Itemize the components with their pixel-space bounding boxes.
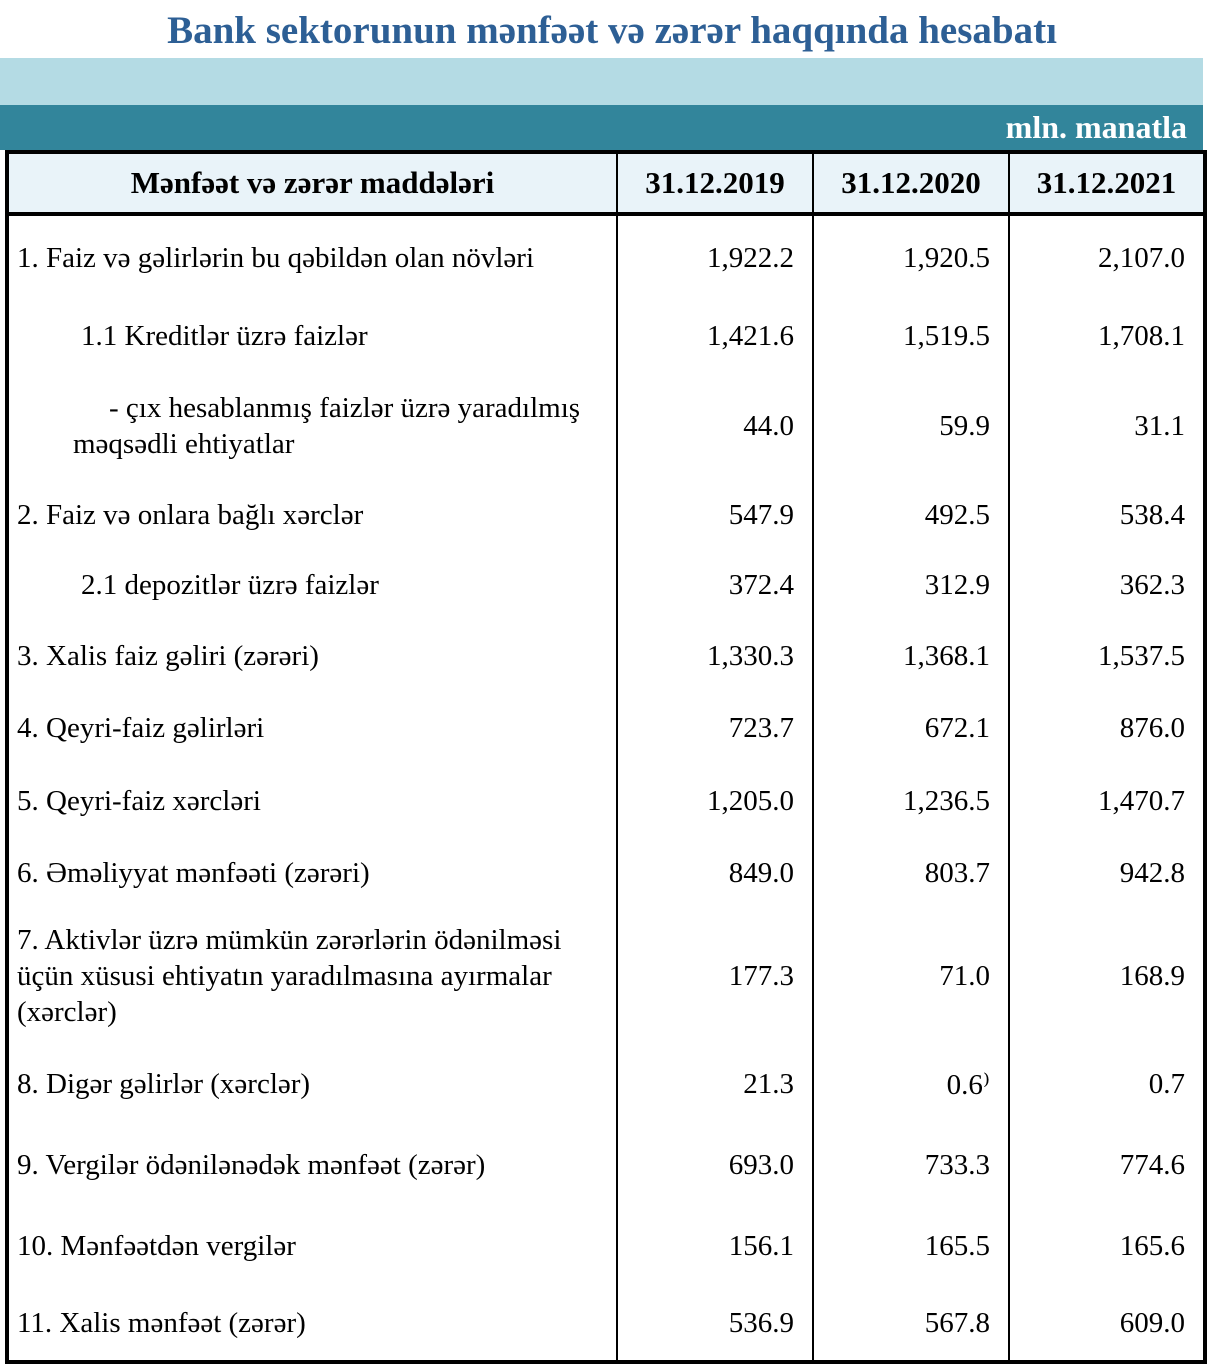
row-value: 1,922.2 xyxy=(616,214,813,300)
row-value: 156.1 xyxy=(616,1206,813,1286)
table-row: 6. Əməliyyat mənfəəti (zərəri) 849.0 803… xyxy=(7,838,1205,908)
unit-band: mln. manatla xyxy=(0,105,1203,150)
row-label: 3. Xalis faiz gəliri (zərəri) xyxy=(7,620,617,692)
decorative-band xyxy=(0,58,1203,105)
table-row: 1. Faiz və gəlirlərin bu qəbildən olan n… xyxy=(7,214,1205,300)
column-header-2021: 31.12.2021 xyxy=(1008,152,1205,216)
row-value: 31.1 xyxy=(1008,372,1205,480)
page-title: Bank sektorunun mənfəət və zərər haqqınd… xyxy=(167,9,1057,52)
row-label: 1. Faiz və gəlirlərin bu qəbildən olan n… xyxy=(7,214,617,300)
table-row: 9. Vergilər ödənilənədək mənfəət (zərər)… xyxy=(7,1124,1205,1206)
row-value: 21.3 xyxy=(616,1044,813,1124)
row-label: 2.1 depozitlər üzrə faizlər xyxy=(7,550,617,620)
row-value: 362.3 xyxy=(1008,550,1205,620)
row-value: 1,920.5 xyxy=(812,214,1009,300)
row-value: 1,470.7 xyxy=(1008,765,1205,838)
row-value: 1,519.5 xyxy=(812,300,1009,372)
row-label: 11. Xalis mənfəət (zərər) xyxy=(7,1286,617,1362)
unit-label: mln. manatla xyxy=(1005,109,1187,145)
table-row: 1.1 Kreditlər üzrə faizlər 1,421.6 1,519… xyxy=(7,300,1205,372)
row-value: 1,708.1 xyxy=(1008,300,1205,372)
table-row: 2. Faiz və onlara bağlı xərclər 547.9 49… xyxy=(7,480,1205,550)
row-label: 8. Digər gəlirlər (xərclər) xyxy=(7,1044,617,1124)
row-value: 165.6 xyxy=(1008,1206,1205,1286)
row-value: 1,205.0 xyxy=(616,765,813,838)
row-value: 803.7 xyxy=(812,838,1009,908)
table-row: 2.1 depozitlər üzrə faizlər 372.4 312.9 … xyxy=(7,550,1205,620)
row-value: 1,236.5 xyxy=(812,765,1009,838)
row-value: 165.5 xyxy=(812,1206,1009,1286)
row-value: 1,330.3 xyxy=(616,620,813,692)
row-value: 59.9 xyxy=(812,372,1009,480)
row-value: 0.6⁾ xyxy=(812,1044,1009,1124)
column-header-items: Mənfəət və zərər maddələri xyxy=(7,152,617,216)
table-row: 5. Qeyri-faiz xərcləri 1,205.0 1,236.5 1… xyxy=(7,765,1205,838)
table-row: 11. Xalis mənfəət (zərər) 536.9 567.8 60… xyxy=(7,1286,1205,1362)
row-value: 672.1 xyxy=(812,692,1009,765)
row-value: 693.0 xyxy=(616,1124,813,1206)
table-row: 7. Aktivlər üzrə mümkün zərərlərin ödəni… xyxy=(7,908,1205,1044)
row-value: 1,368.1 xyxy=(812,620,1009,692)
table-row: 3. Xalis faiz gəliri (zərəri) 1,330.3 1,… xyxy=(7,620,1205,692)
row-label: 4. Qeyri-faiz gəlirləri xyxy=(7,692,617,765)
row-value: 538.4 xyxy=(1008,480,1205,550)
row-value: 168.9 xyxy=(1008,908,1205,1044)
row-value: 723.7 xyxy=(616,692,813,765)
row-value: 71.0 xyxy=(812,908,1009,1044)
row-value: 609.0 xyxy=(1008,1286,1205,1362)
table-header-row: Mənfəət və zərər maddələri 31.12.2019 31… xyxy=(7,152,1205,216)
row-value: 547.9 xyxy=(616,480,813,550)
row-label: 5. Qeyri-faiz xərcləri xyxy=(7,765,617,838)
row-label: 2. Faiz və onlara bağlı xərclər xyxy=(7,480,617,550)
row-value: 876.0 xyxy=(1008,692,1205,765)
row-label: 1.1 Kreditlər üzrə faizlər xyxy=(7,300,617,372)
row-label: - çıx hesablanmış faizlər üzrə yaradılmı… xyxy=(7,372,617,480)
row-value: 1,421.6 xyxy=(616,300,813,372)
row-value: 567.8 xyxy=(812,1286,1009,1362)
row-label: 6. Əməliyyat mənfəəti (zərəri) xyxy=(7,838,617,908)
row-label: 9. Vergilər ödənilənədək mənfəət (zərər) xyxy=(7,1124,617,1206)
row-value: 0.7 xyxy=(1008,1044,1205,1124)
row-value: 177.3 xyxy=(616,908,813,1044)
table-row: 10. Mənfəətdən vergilər 156.1 165.5 165.… xyxy=(7,1206,1205,1286)
column-header-2020: 31.12.2020 xyxy=(812,152,1009,216)
row-label: 10. Mənfəətdən vergilər xyxy=(7,1206,617,1286)
row-value: 849.0 xyxy=(616,838,813,908)
row-value: 733.3 xyxy=(812,1124,1009,1206)
row-value: 44.0 xyxy=(616,372,813,480)
row-value: 492.5 xyxy=(812,480,1009,550)
table-row: 8. Digər gəlirlər (xərclər) 21.3 0.6⁾ 0.… xyxy=(7,1044,1205,1124)
column-header-2019: 31.12.2019 xyxy=(616,152,813,216)
row-value: 536.9 xyxy=(616,1286,813,1362)
row-value: 942.8 xyxy=(1008,838,1205,908)
table-row: - çıx hesablanmış faizlər üzrə yaradılmı… xyxy=(7,372,1205,480)
row-value: 2,107.0 xyxy=(1008,214,1205,300)
row-value: 372.4 xyxy=(616,550,813,620)
row-value: 312.9 xyxy=(812,550,1009,620)
profit-loss-table: Mənfəət və zərər maddələri 31.12.2019 31… xyxy=(5,150,1207,1364)
row-value: 1,537.5 xyxy=(1008,620,1205,692)
row-value: 774.6 xyxy=(1008,1124,1205,1206)
table-row: 4. Qeyri-faiz gəlirləri 723.7 672.1 876.… xyxy=(7,692,1205,765)
row-label: 7. Aktivlər üzrə mümkün zərərlərin ödəni… xyxy=(7,908,617,1044)
